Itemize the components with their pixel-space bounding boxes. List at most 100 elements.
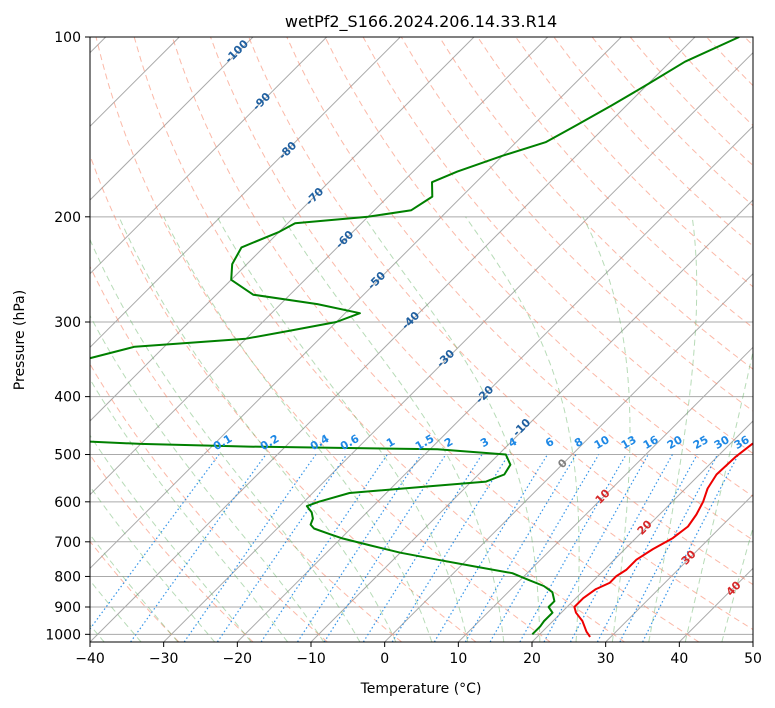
y-tick-label: 600 <box>54 495 81 511</box>
isotherm-line <box>752 641 753 642</box>
isotherm-line <box>605 493 753 642</box>
dry-adiabat-line <box>90 363 328 642</box>
moist-adiabat-line <box>648 216 698 642</box>
moist-adiabat-label: 30 <box>679 547 699 567</box>
dry-adiabat-line <box>324 37 753 498</box>
moist-adiabat-line <box>90 238 361 642</box>
moist-adiabat-line <box>90 378 289 642</box>
mixing-ratio-line <box>619 454 719 642</box>
moist-adiabat-label: 10 <box>593 486 613 506</box>
dry-adiabat-line <box>171 37 700 642</box>
mixing-ratio-line <box>260 454 388 642</box>
dry-adiabat-line <box>248 37 753 586</box>
y-tick-label: 800 <box>54 569 81 585</box>
isotherm-line <box>90 37 401 349</box>
x-tick-label: 30 <box>597 651 615 667</box>
x-tick-label: 20 <box>523 651 541 667</box>
moist-adiabat-line <box>90 434 252 642</box>
temperature-profile-line <box>573 442 753 638</box>
isotherm-line <box>163 51 753 642</box>
mixing-ratio-line <box>464 454 577 642</box>
mixing-ratio-label: 13 <box>619 433 639 452</box>
y-tick-label: 900 <box>54 600 81 616</box>
mixing-ratio-line <box>433 454 549 642</box>
moist-adiabat-line <box>721 526 753 642</box>
mixing-ratio-line <box>216 454 348 642</box>
x-tick-label: 10 <box>449 651 467 667</box>
moist-adiabat-line <box>163 216 433 642</box>
mixing-ratio-label: 0.1 <box>211 432 234 453</box>
mixing-ratio-line <box>90 454 220 630</box>
mixing-ratio-label: 0.2 <box>258 432 281 453</box>
x-tick-label: −10 <box>296 651 326 667</box>
x-tick-label: 0 <box>380 651 389 667</box>
x-tick-label: 40 <box>670 651 688 667</box>
y-tick-label: 1000 <box>45 627 81 643</box>
dry-adiabat-label: -100 <box>222 37 251 66</box>
moist-adiabat-line <box>90 314 325 642</box>
x-tick-label: −30 <box>149 651 179 667</box>
mixing-ratio-label: 0.6 <box>338 432 362 453</box>
mixing-ratio-line <box>596 454 698 642</box>
y-tick-label: 300 <box>54 315 81 331</box>
mixing-ratio-label: 2 <box>442 435 455 450</box>
mixing-ratio-line <box>323 454 447 642</box>
isotherm-line <box>310 199 753 642</box>
mixing-ratio-line <box>183 454 317 642</box>
isotherm-line <box>457 346 753 642</box>
dry-adiabat-line <box>90 453 254 642</box>
mixing-ratio-label: 36 <box>732 433 752 452</box>
mixing-ratio-label: 8 <box>572 435 585 450</box>
isotherm-line <box>90 37 254 201</box>
mixing-ratio-label: 0.4 <box>308 432 332 453</box>
dry-adiabat-line <box>362 37 753 455</box>
dry-adiabat-label: -80 <box>276 139 299 162</box>
isotherm-line <box>90 37 328 275</box>
y-tick-label: 100 <box>54 30 81 46</box>
moist-adiabat-line <box>118 216 397 642</box>
moist-adiabat-line <box>684 349 753 642</box>
dry-adiabat-line <box>438 37 753 370</box>
dry-adiabat-line <box>95 37 551 642</box>
plot-frame <box>89 36 754 643</box>
isotherm-line <box>90 37 696 642</box>
dry-adiabat-label: -10 <box>510 416 533 439</box>
mixing-ratio-line <box>519 454 627 642</box>
moist-adiabat-label: 40 <box>724 578 744 598</box>
dry-adiabat-line <box>515 37 753 288</box>
dry-adiabat-line <box>477 37 753 329</box>
isotherm-line <box>236 125 753 642</box>
mixing-ratio-line <box>296 454 422 642</box>
dewpoint-profile-line <box>90 37 740 636</box>
dry-adiabat-line <box>400 37 753 412</box>
dry-adiabat-line <box>591 37 753 207</box>
dry-adiabat-line <box>286 37 753 541</box>
dry-adiabat-label: -50 <box>365 269 388 292</box>
y-tick-label: 700 <box>54 535 81 551</box>
moist-adiabat-line <box>282 216 505 642</box>
dry-adiabat-line <box>90 265 403 642</box>
moist-adiabat-line <box>90 485 216 642</box>
moist-adiabat-line <box>582 216 631 642</box>
dry-adiabat-line <box>706 37 753 87</box>
mixing-ratio-label: 6 <box>543 435 556 450</box>
mixing-ratio-label: 25 <box>691 433 711 452</box>
mixing-ratio-label: 30 <box>712 433 732 452</box>
x-tick-label: −40 <box>75 651 105 667</box>
mixing-ratio-line <box>130 454 267 642</box>
mixing-ratio-line <box>569 454 673 642</box>
dry-adiabat-label: -30 <box>434 347 457 370</box>
moist-adiabat-line <box>465 216 580 642</box>
dry-adiabat-line <box>668 37 753 127</box>
y-tick-label: 400 <box>54 390 81 406</box>
moist-adiabat-label: 20 <box>635 517 655 537</box>
x-tick-label: 50 <box>744 651 762 667</box>
dry-adiabat-line <box>90 153 477 642</box>
dry-adiabat-line <box>133 37 625 642</box>
y-axis-label: Pressure (hPa) <box>12 290 28 390</box>
moist-adiabat-line <box>90 533 179 642</box>
isotherm-line <box>384 272 753 642</box>
chart-title: wetPf2_S166.2024.206.14.33.R14 <box>285 12 557 32</box>
isotherm-line <box>531 420 753 642</box>
